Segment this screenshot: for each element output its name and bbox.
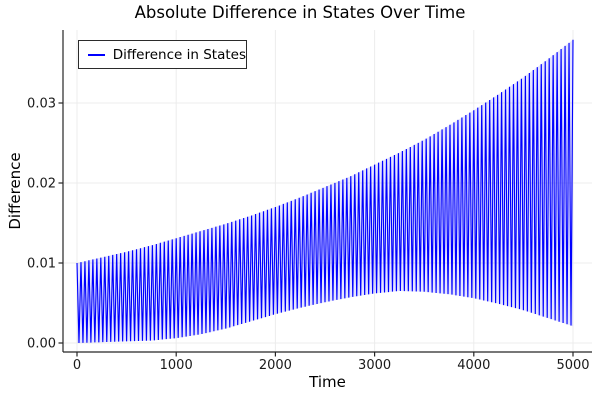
- y-axis-label: Difference: [6, 152, 24, 230]
- x-tick-label: 3000: [358, 358, 391, 373]
- legend-line-sample: [88, 53, 105, 56]
- chart-title: Absolute Difference in States Over Time: [134, 3, 466, 22]
- x-tick-label: 1000: [160, 358, 193, 373]
- y-tick-label: 0.02: [27, 177, 56, 192]
- y-tick-label: 0.01: [27, 257, 56, 272]
- series-line: [76, 39, 574, 343]
- x-tick-label: 4000: [457, 358, 490, 373]
- legend: Difference in States: [78, 40, 247, 69]
- x-tick-label: 5000: [556, 358, 589, 373]
- y-tick-label: 0.00: [27, 337, 56, 352]
- x-axis-label: Time: [309, 373, 346, 391]
- legend-label: Difference in States: [112, 46, 246, 63]
- x-tick-label: 0: [73, 358, 81, 373]
- y-tick-label: 0.03: [27, 97, 56, 112]
- x-tick-label: 2000: [259, 358, 292, 373]
